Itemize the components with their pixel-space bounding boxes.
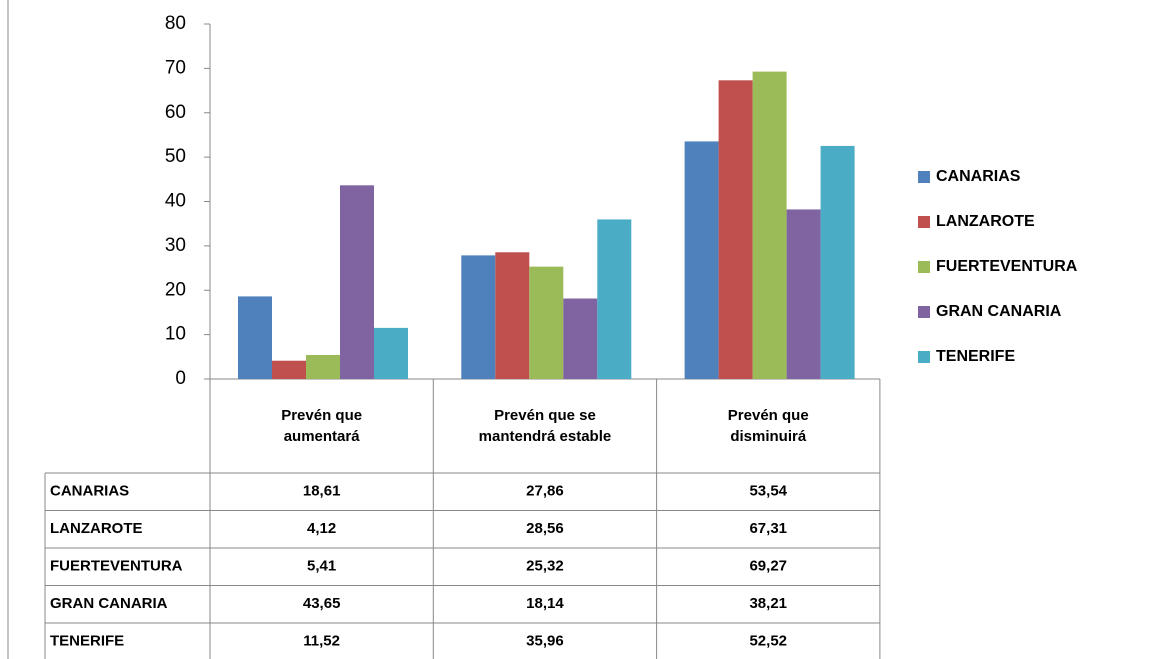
legend-label: GRAN CANARIA bbox=[936, 303, 1062, 320]
bar bbox=[820, 145, 855, 379]
legend-swatch bbox=[918, 171, 930, 183]
legend-swatch bbox=[918, 351, 930, 363]
table-value: 28,56 bbox=[526, 520, 564, 537]
bar bbox=[752, 71, 787, 379]
y-tick-label: 0 bbox=[175, 368, 186, 389]
table-value: 27,86 bbox=[526, 483, 564, 500]
table-value: 67,31 bbox=[749, 520, 787, 537]
legend-label: FUERTEVENTURA bbox=[936, 258, 1078, 275]
legend-swatch bbox=[918, 216, 930, 228]
table-value: 38,21 bbox=[749, 595, 787, 612]
table-value: 11,52 bbox=[303, 633, 340, 650]
category-label: Prevén que se mantendrá estable bbox=[478, 407, 612, 445]
bar bbox=[563, 298, 598, 379]
y-tick-label: 10 bbox=[165, 324, 186, 345]
row-label: LANZAROTE bbox=[50, 520, 143, 537]
table-value: 69,27 bbox=[749, 558, 787, 575]
bar bbox=[786, 209, 821, 379]
y-tick-label: 30 bbox=[165, 235, 186, 256]
y-tick-label: 20 bbox=[165, 279, 186, 300]
row-label: TENERIFE bbox=[50, 633, 124, 650]
y-tick-label: 70 bbox=[165, 57, 186, 78]
row-label: GRAN CANARIA bbox=[50, 595, 168, 612]
category-label: Prevén que disminuirá bbox=[727, 407, 809, 445]
y-tick-label: 40 bbox=[165, 191, 186, 212]
bar bbox=[684, 141, 719, 379]
y-tick-label: 80 bbox=[165, 13, 186, 34]
legend-swatch bbox=[918, 306, 930, 318]
table-value: 18,61 bbox=[303, 483, 341, 500]
table-value: 4,12 bbox=[307, 520, 336, 537]
bar bbox=[597, 219, 632, 379]
bar bbox=[238, 296, 272, 379]
legend-label: TENERIFE bbox=[936, 348, 1015, 365]
y-tick-label: 60 bbox=[165, 102, 186, 123]
row-label: CANARIAS bbox=[50, 483, 129, 500]
bar bbox=[272, 360, 306, 379]
bar bbox=[374, 327, 408, 379]
row-label: FUERTEVENTURA bbox=[50, 558, 183, 575]
legend-label: LANZAROTE bbox=[936, 213, 1035, 230]
category-label: Prevén que aumentará bbox=[281, 407, 363, 445]
bar bbox=[718, 80, 753, 379]
bar bbox=[461, 255, 496, 379]
table-value: 53,54 bbox=[749, 483, 787, 500]
y-tick-label: 50 bbox=[165, 146, 186, 167]
bar bbox=[529, 266, 564, 379]
table-value: 5,41 bbox=[307, 558, 336, 575]
legend-swatch bbox=[918, 261, 930, 273]
table-value: 52,52 bbox=[749, 633, 787, 650]
bar bbox=[340, 185, 374, 379]
table-value: 18,14 bbox=[526, 595, 564, 612]
bar bbox=[495, 252, 530, 379]
table-value: 25,32 bbox=[526, 558, 564, 575]
table-value: 35,96 bbox=[526, 633, 564, 650]
legend-label: CANARIAS bbox=[936, 168, 1021, 185]
table-value: 43,65 bbox=[303, 595, 341, 612]
bar bbox=[306, 354, 340, 379]
